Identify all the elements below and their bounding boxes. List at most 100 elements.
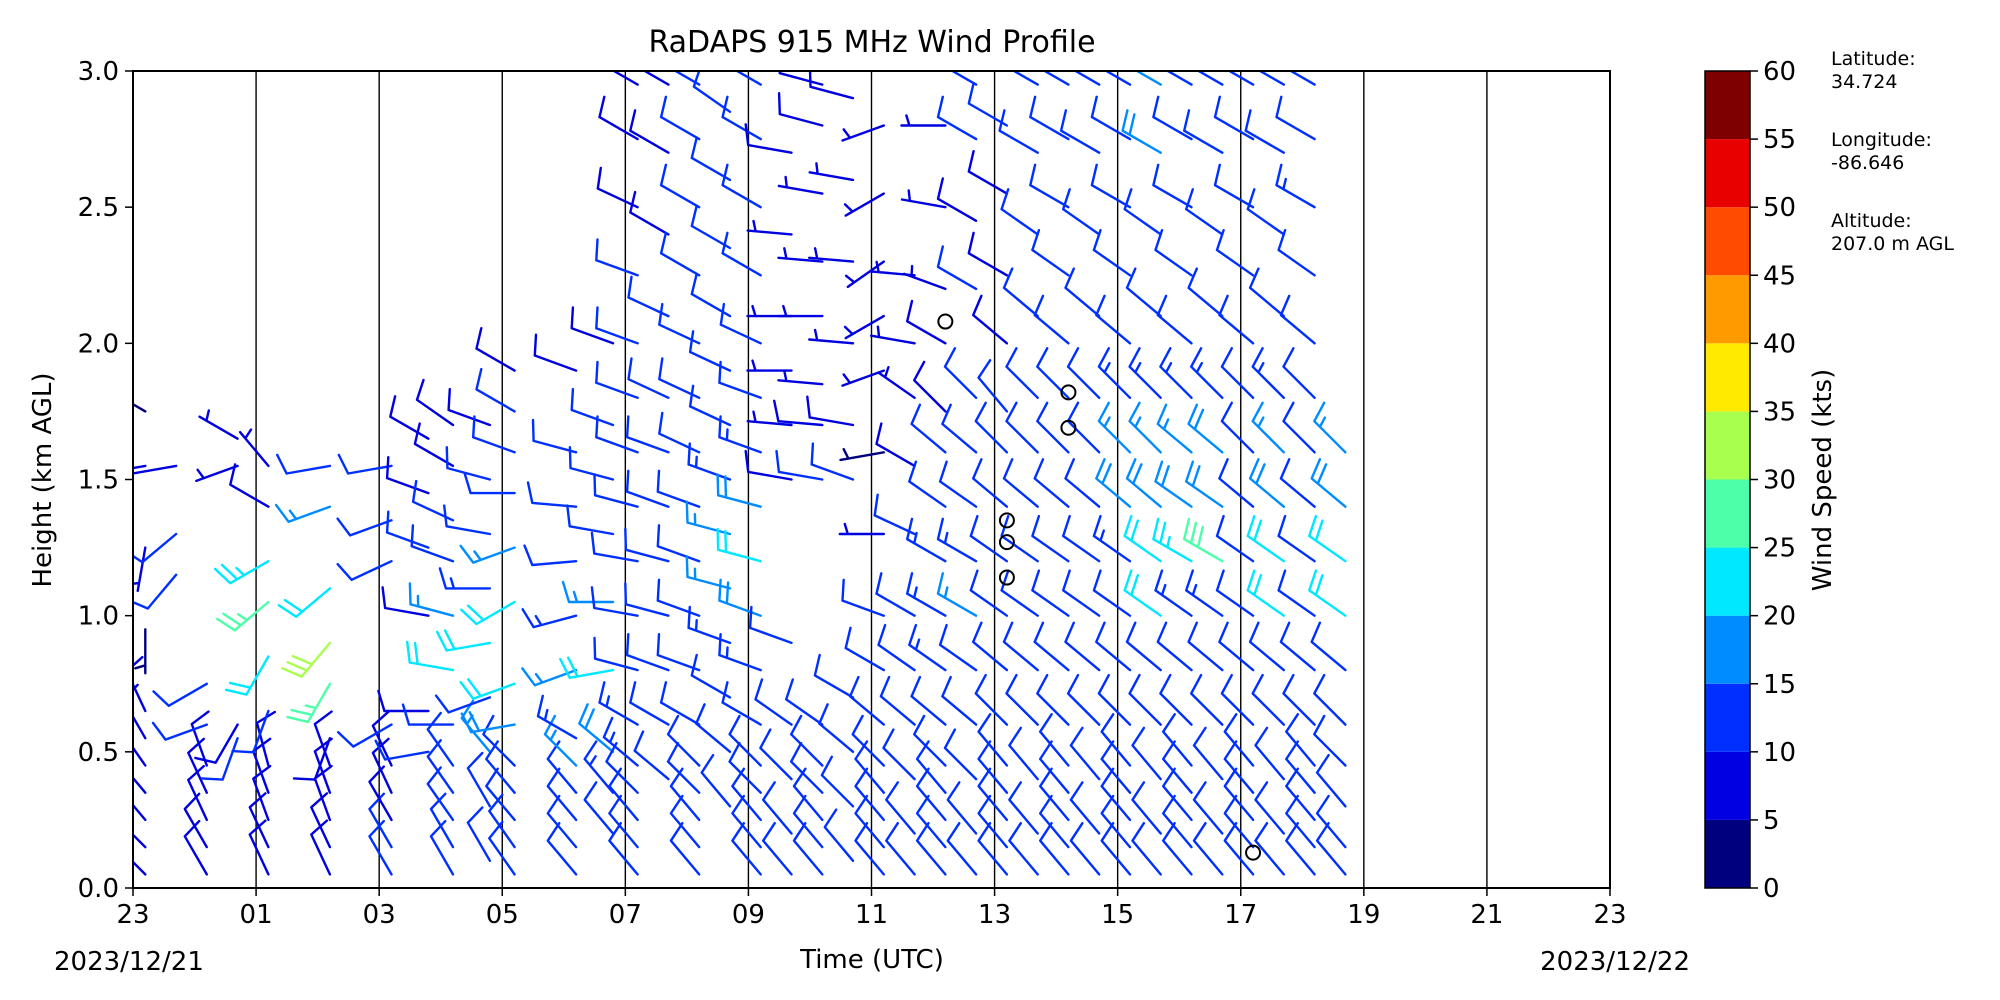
wind-barb	[1125, 458, 1162, 508]
wind-barb	[1213, 95, 1255, 141]
colorbar-tick-label: 10	[1763, 738, 1796, 768]
wind-barb	[806, 395, 855, 427]
wind-barb	[656, 524, 701, 563]
wind-barb	[1275, 163, 1316, 209]
altitude-label: Altitude:	[1831, 210, 1912, 232]
wind-barb	[1152, 163, 1193, 209]
wind-barb	[447, 387, 492, 427]
wind-barb	[133, 402, 147, 413]
wind-barb	[906, 299, 947, 345]
wind-barb	[869, 260, 916, 277]
time-grid-lines	[255, 71, 1488, 888]
colorbar-tick-label: 30	[1763, 466, 1796, 496]
wind-barb	[716, 473, 762, 508]
x-tick-label: 19	[1347, 900, 1380, 930]
wind-barb	[624, 582, 670, 617]
wind-barb	[1128, 347, 1162, 399]
wind-barb	[611, 71, 639, 86]
wind-barb	[1313, 714, 1347, 767]
wind-barb	[1005, 347, 1039, 399]
plot-area	[132, 70, 1611, 889]
colorbar-label: Wind Speed (kts)	[1808, 369, 1838, 591]
wind-barb	[198, 409, 239, 440]
wind-barb	[974, 673, 1009, 726]
wind-barb	[385, 510, 430, 549]
wind-barb	[281, 641, 332, 678]
longitude-label: Longitude:	[1831, 129, 1932, 151]
wind-barb	[656, 633, 701, 672]
wind-barb	[368, 819, 393, 876]
x-tick-label: 05	[486, 900, 519, 930]
wind-barb	[716, 527, 762, 563]
wind-barb	[1185, 460, 1224, 508]
wind-barb	[1185, 188, 1224, 236]
wind-barb	[608, 767, 639, 822]
wind-barb	[734, 71, 762, 86]
wind-barb	[602, 716, 639, 767]
longitude-panel: Longitude: -86.646	[1831, 129, 1932, 175]
wind-barb	[977, 359, 1009, 413]
x-axis: 23 01 03 05 07 09 11 13 15 17 19 21 23	[116, 888, 1627, 930]
y-tick-label: 0.0	[78, 874, 119, 904]
wind-barb	[1031, 569, 1070, 617]
wind-barb	[310, 792, 332, 849]
colorbar-tick-label: 45	[1763, 261, 1796, 291]
wind-barb	[337, 723, 393, 748]
wind-barb	[719, 302, 762, 345]
wind-barb	[1192, 726, 1224, 781]
wind-barb	[938, 623, 978, 672]
wind-barb	[1248, 267, 1285, 318]
wind-barb	[1257, 71, 1285, 86]
colorbar-tick-label: 20	[1763, 602, 1796, 632]
calm-marker	[1245, 844, 1262, 861]
wind-barb	[133, 683, 147, 740]
wind-barb	[183, 819, 208, 876]
wind-barb	[1192, 781, 1224, 835]
wind-barb	[936, 95, 978, 141]
chart-title: RaDAPS 915 MHz Wind Profile	[648, 25, 1095, 60]
colorbar-tick-label: 35	[1763, 397, 1796, 427]
wind-barb	[777, 92, 824, 127]
wind-barb	[133, 860, 147, 876]
wind-barb	[187, 737, 208, 794]
colorbar-segment	[1705, 139, 1750, 208]
x-tick-label: 09	[732, 900, 765, 930]
wind-barb	[1128, 673, 1162, 726]
wind-barb	[526, 481, 578, 508]
wind-barb	[746, 359, 793, 372]
wind-barb	[1000, 514, 1039, 563]
wind-barb	[718, 415, 762, 454]
wind-barb	[808, 71, 855, 100]
wind-barb	[590, 586, 639, 617]
wind-barb	[1196, 71, 1224, 86]
colorbar-tick-label: 40	[1763, 329, 1796, 359]
wind-barb	[941, 403, 978, 454]
wind-barb	[659, 95, 701, 141]
colorbar-tick-label: 55	[1763, 125, 1796, 155]
wind-barb	[1152, 95, 1193, 141]
wind-barb	[972, 294, 1009, 345]
wind-barb	[1036, 673, 1070, 726]
colorbar-segment	[1705, 411, 1750, 480]
wind-barb	[595, 415, 639, 454]
x-tick-label: 15	[1101, 900, 1134, 930]
wind-barb	[1152, 517, 1193, 563]
wind-barb	[1000, 188, 1039, 236]
wind-barb	[1251, 347, 1285, 399]
wind-barb	[377, 689, 430, 713]
wind-barb	[1159, 347, 1193, 399]
wind-barb	[1190, 673, 1224, 726]
wind-barb	[578, 703, 615, 753]
wind-barb	[593, 636, 639, 672]
wind-barb	[1215, 229, 1255, 277]
wind-barbs	[133, 71, 1347, 876]
wind-barb	[1244, 109, 1285, 154]
wind-barb	[133, 833, 147, 849]
wind-barb	[1039, 713, 1070, 767]
x-tick-label: 11	[855, 900, 888, 930]
calm-marker	[998, 534, 1015, 551]
wind-barb	[1123, 569, 1162, 617]
wind-barb	[1308, 514, 1347, 563]
wind-barb	[808, 328, 855, 345]
